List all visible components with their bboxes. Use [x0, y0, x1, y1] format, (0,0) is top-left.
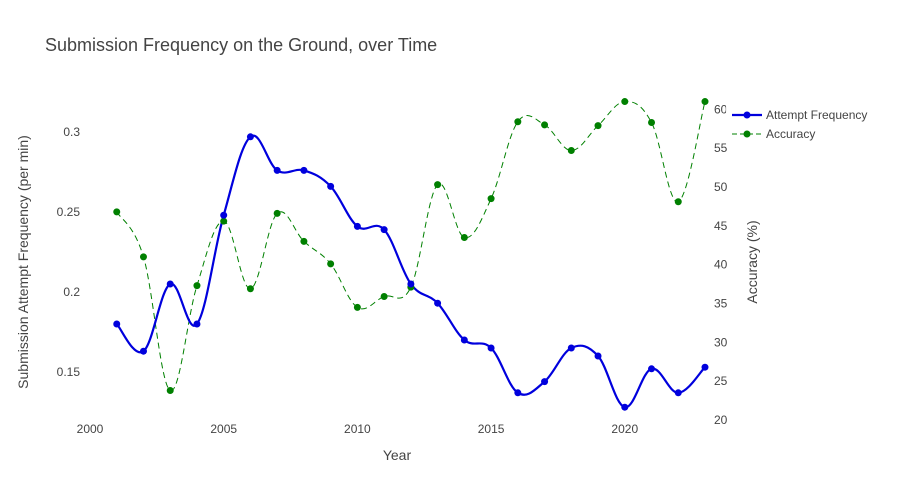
data-point-accuracy[interactable] — [514, 118, 522, 126]
data-point-accuracy[interactable] — [113, 208, 121, 216]
data-point-attempt-frequency[interactable] — [567, 344, 575, 352]
data-point-accuracy[interactable] — [434, 181, 442, 189]
data-point-attempt-frequency[interactable] — [487, 344, 495, 352]
data-point-attempt-frequency[interactable] — [701, 363, 709, 371]
data-point-attempt-frequency[interactable] — [648, 365, 656, 373]
chart-title: Submission Frequency on the Ground, over… — [45, 35, 437, 55]
legend-marker-attempt-frequency — [743, 111, 751, 119]
data-point-attempt-frequency[interactable] — [407, 280, 415, 288]
y2-tick-label: 50 — [714, 180, 728, 194]
data-point-attempt-frequency[interactable] — [166, 280, 174, 288]
data-point-accuracy[interactable] — [220, 217, 228, 225]
data-point-accuracy[interactable] — [353, 303, 361, 311]
data-point-attempt-frequency[interactable] — [541, 378, 549, 386]
data-point-attempt-frequency[interactable] — [139, 347, 147, 355]
data-point-attempt-frequency[interactable] — [514, 389, 522, 397]
data-point-attempt-frequency[interactable] — [273, 166, 281, 174]
y2-tick-label: 20 — [714, 413, 728, 427]
y2-tick-label: 30 — [714, 335, 728, 349]
x-axis-title: Year — [383, 447, 412, 463]
data-point-attempt-frequency[interactable] — [380, 226, 388, 234]
y2-tick-label: 55 — [714, 141, 728, 155]
y-axis-ticks: 0.15 0.2 0.25 0.3 — [57, 125, 81, 379]
data-point-accuracy[interactable] — [246, 285, 254, 293]
legend-background — [726, 103, 888, 145]
y2-tick-label: 40 — [714, 258, 728, 272]
x-tick-label: 2020 — [611, 422, 638, 436]
y2-tick-label: 60 — [714, 102, 728, 116]
y2-axis-title: Accuracy (%) — [744, 220, 760, 303]
data-point-attempt-frequency[interactable] — [353, 222, 361, 230]
data-point-accuracy[interactable] — [621, 98, 629, 106]
x-tick-label: 2005 — [210, 422, 237, 436]
data-point-accuracy[interactable] — [674, 198, 682, 206]
data-point-accuracy[interactable] — [701, 98, 709, 106]
legend-marker-accuracy — [743, 130, 751, 138]
data-point-attempt-frequency[interactable] — [113, 320, 121, 328]
x-tick-label: 2015 — [478, 422, 505, 436]
series-line-accuracy — [116, 101, 706, 392]
y-tick-label: 0.15 — [57, 365, 81, 379]
data-point-accuracy[interactable] — [487, 195, 495, 203]
y-tick-label: 0.2 — [63, 285, 80, 299]
data-point-attempt-frequency[interactable] — [434, 299, 442, 307]
data-point-attempt-frequency[interactable] — [193, 320, 201, 328]
data-point-accuracy[interactable] — [567, 146, 575, 154]
data-point-accuracy[interactable] — [300, 237, 308, 245]
x-tick-label: 2000 — [77, 422, 104, 436]
data-point-accuracy[interactable] — [380, 293, 388, 300]
y-tick-label: 0.3 — [63, 125, 80, 139]
y-axis-title: Submission Attempt Frequency (per min) — [15, 135, 31, 389]
data-point-attempt-frequency[interactable] — [300, 166, 308, 174]
data-point-accuracy[interactable] — [166, 386, 174, 394]
data-point-attempt-frequency[interactable] — [327, 182, 335, 190]
legend: Attempt Frequency Accuracy — [726, 103, 888, 145]
series-lines — [115, 101, 706, 409]
data-point-accuracy[interactable] — [193, 282, 201, 290]
legend-label-attempt-frequency: Attempt Frequency — [766, 108, 867, 122]
data-point-accuracy[interactable] — [648, 119, 656, 127]
data-point-attempt-frequency[interactable] — [460, 336, 468, 344]
data-point-attempt-frequency[interactable] — [246, 133, 254, 141]
data-point-accuracy[interactable] — [460, 233, 468, 241]
series-line-attempt-frequency — [115, 134, 706, 409]
data-point-attempt-frequency[interactable] — [594, 352, 602, 360]
data-point-accuracy[interactable] — [139, 253, 147, 261]
data-point-accuracy[interactable] — [594, 122, 602, 130]
y2-tick-label: 45 — [714, 219, 728, 233]
x-axis-ticks: 2000 2005 2010 2015 2020 — [77, 422, 639, 436]
data-point-accuracy[interactable] — [327, 260, 335, 268]
data-point-attempt-frequency[interactable] — [674, 389, 682, 397]
y-tick-label: 0.25 — [57, 205, 81, 219]
data-point-attempt-frequency[interactable] — [621, 403, 629, 411]
y2-axis-ticks: 20 25 30 35 40 45 50 55 60 — [714, 102, 728, 427]
x-tick-label: 2010 — [344, 422, 371, 436]
data-point-attempt-frequency[interactable] — [220, 211, 228, 219]
y2-tick-label: 35 — [714, 296, 728, 310]
series-markers — [113, 98, 709, 411]
y2-tick-label: 25 — [714, 374, 728, 388]
legend-label-accuracy: Accuracy — [766, 127, 815, 141]
data-point-accuracy[interactable] — [541, 121, 549, 129]
data-point-accuracy[interactable] — [273, 209, 281, 217]
